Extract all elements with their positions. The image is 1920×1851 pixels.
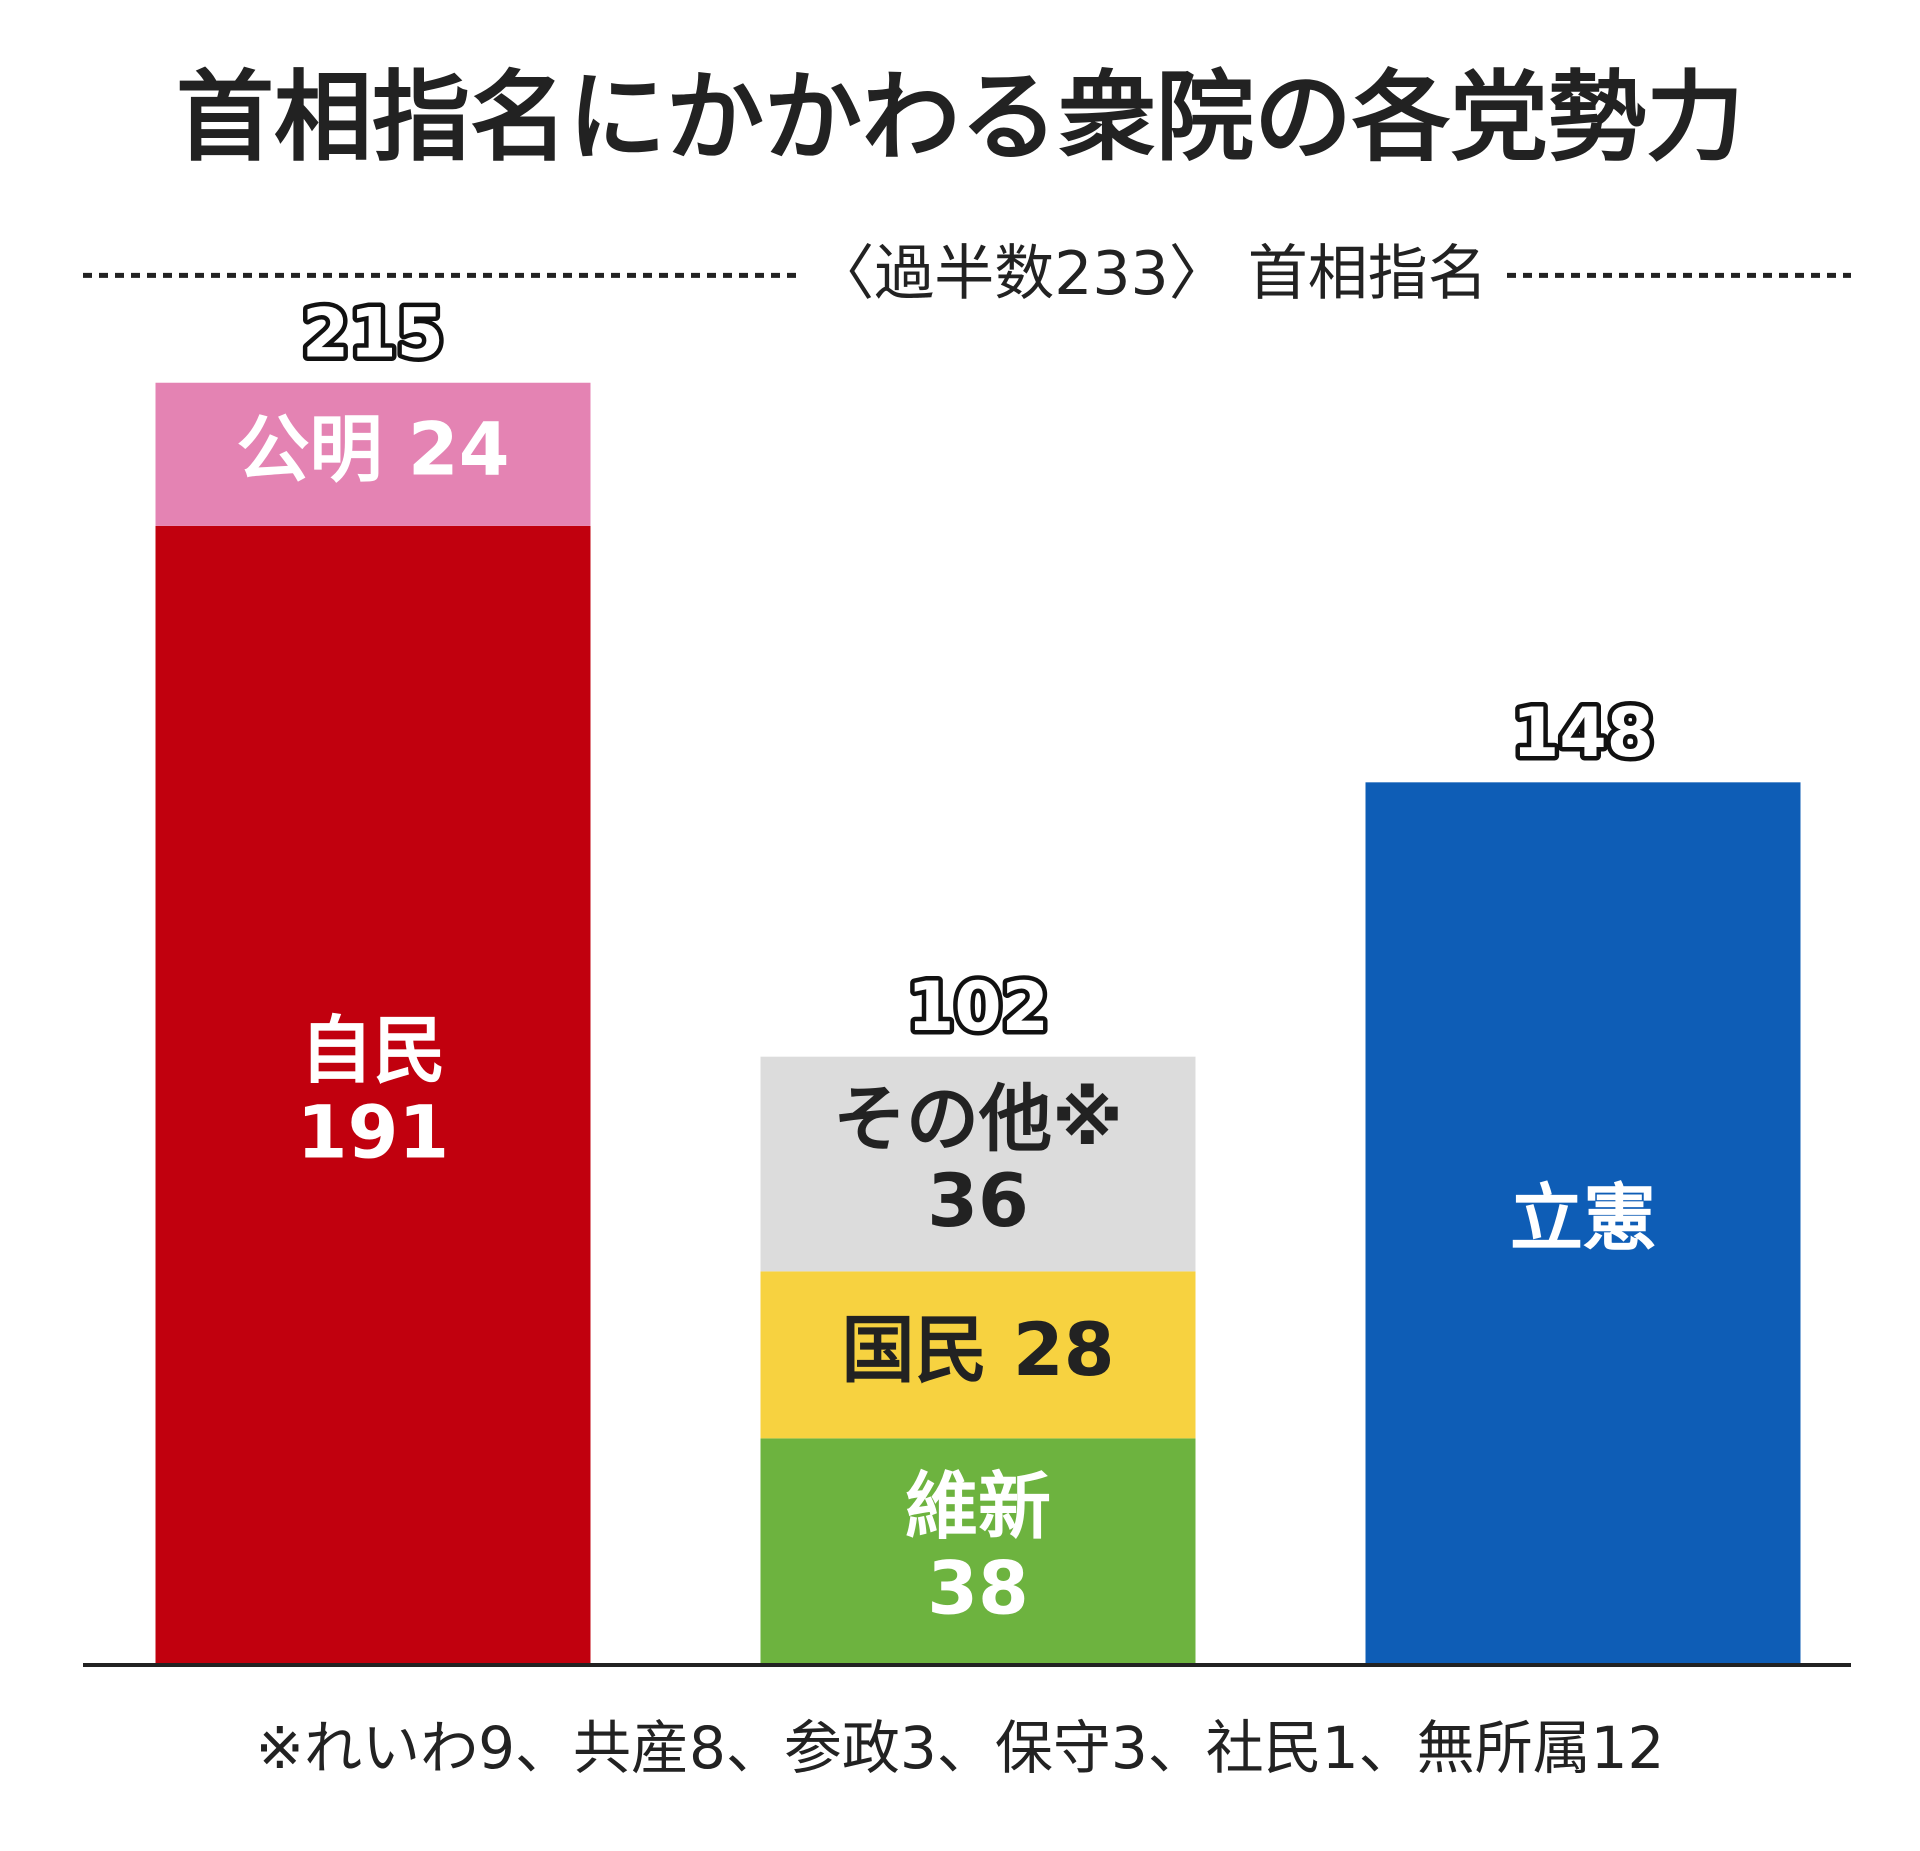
segment-value: 191 xyxy=(297,1090,449,1175)
segment-value: 28 xyxy=(1013,1308,1115,1393)
segment-label: 自民 191 xyxy=(297,1008,449,1175)
stack-total: 215 xyxy=(302,294,444,373)
segment-name: 維新 xyxy=(905,1465,1051,1550)
bar-segment xyxy=(760,1271,1196,1439)
majority-label-bg xyxy=(796,238,1506,309)
segment-name: 公明 xyxy=(236,407,382,492)
bar-segment xyxy=(155,525,591,1665)
bar-segment xyxy=(760,1056,1196,1272)
segment-label: 公明 24 xyxy=(236,407,509,492)
segment-label: 立憲 xyxy=(1510,1177,1656,1262)
segment-name: その他※ xyxy=(833,1077,1123,1162)
chart-title: 首相指名にかかわる衆院の各党勢力 xyxy=(176,61,1744,175)
stack-total: 148 xyxy=(1512,694,1654,773)
stack-total: 102 xyxy=(907,968,1049,1047)
bar-segment xyxy=(1365,782,1801,1665)
segment-name: 立憲 xyxy=(1510,1177,1656,1262)
segment-value: 38 xyxy=(927,1547,1029,1632)
segment-name: 自民 xyxy=(300,1008,446,1093)
segment-label: その他※ 36 xyxy=(833,1077,1123,1244)
footnote: ※れいわ9、共産8、参政3、保守3、社民1、無所属12 xyxy=(256,1714,1665,1782)
segment-value: 36 xyxy=(927,1159,1029,1244)
bar-segment xyxy=(760,1438,1196,1665)
segment-label: 維新 38 xyxy=(905,1465,1051,1632)
segment-value: 24 xyxy=(408,407,510,492)
bar-segment xyxy=(155,382,591,526)
majority-label: 〈過半数233〉 首相指名 xyxy=(814,239,1488,309)
segment-name: 国民 xyxy=(841,1308,987,1393)
segment-label: 国民 28 xyxy=(841,1308,1114,1393)
